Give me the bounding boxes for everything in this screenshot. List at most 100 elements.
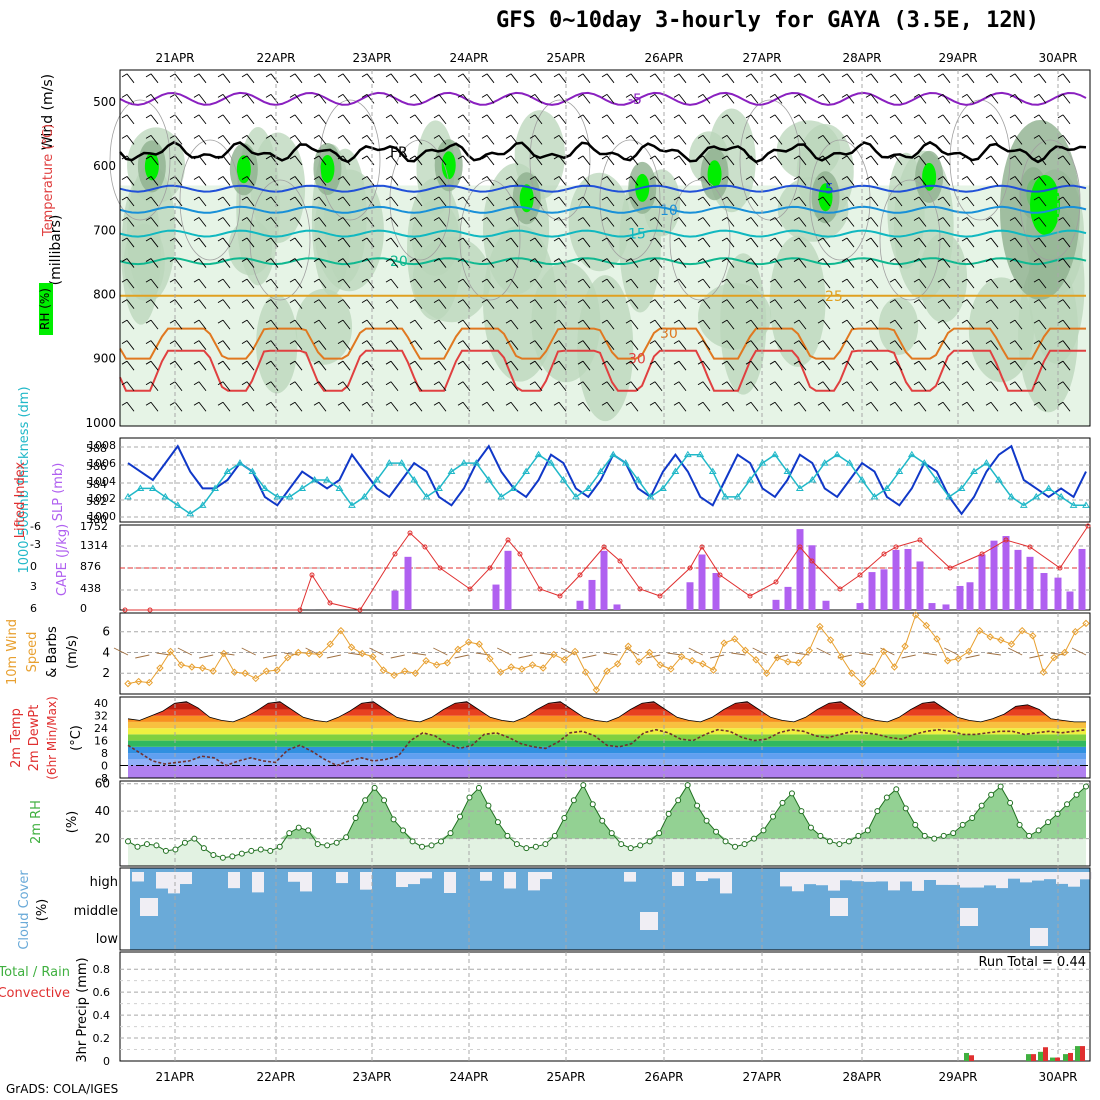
wind-barb bbox=[510, 217, 519, 227]
wind-barb bbox=[798, 94, 807, 104]
wind-barb bbox=[169, 237, 176, 242]
cape-bar bbox=[1014, 549, 1022, 610]
wind-barb bbox=[361, 155, 368, 160]
wind-barb bbox=[246, 401, 255, 412]
rh-marker bbox=[532, 843, 539, 850]
wind-barb bbox=[361, 299, 368, 304]
wind-barb bbox=[894, 155, 903, 166]
wind-barb bbox=[337, 135, 344, 139]
wind-barb bbox=[841, 135, 848, 139]
wind-barb bbox=[289, 73, 296, 78]
wind-barb bbox=[121, 340, 128, 345]
wind-barb bbox=[289, 217, 296, 221]
wind-barb bbox=[462, 319, 471, 330]
wind-barb bbox=[265, 176, 272, 180]
wind-barb bbox=[865, 258, 872, 262]
wind-barb bbox=[937, 381, 944, 386]
li-marker bbox=[357, 607, 363, 613]
wind-barb bbox=[966, 155, 975, 166]
wind-barb bbox=[774, 278, 783, 289]
wind-barb bbox=[198, 401, 207, 412]
wind-barb bbox=[990, 401, 999, 412]
cape-bar bbox=[404, 556, 412, 610]
wind-barb bbox=[1038, 176, 1047, 186]
rh-marker bbox=[352, 815, 359, 822]
wind-barb bbox=[553, 340, 560, 345]
wind-barb bbox=[265, 258, 272, 262]
wind-barb bbox=[859, 652, 874, 656]
wind-barb bbox=[625, 258, 632, 262]
thickness-marker bbox=[708, 467, 717, 475]
wind-panel-frame bbox=[119, 612, 1091, 695]
wind-marker bbox=[582, 668, 590, 676]
wind-barb bbox=[726, 237, 735, 248]
thickness-marker bbox=[1007, 492, 1016, 500]
wind-barb bbox=[510, 381, 519, 391]
wind-barb bbox=[433, 647, 448, 656]
wind-barb bbox=[385, 114, 392, 119]
wind-barb bbox=[294, 155, 303, 166]
wind-barb bbox=[870, 176, 879, 186]
temp-band bbox=[128, 721, 1086, 729]
wind-marker bbox=[826, 636, 835, 644]
wind-barb bbox=[289, 340, 296, 345]
wind-barb bbox=[702, 155, 711, 166]
wind-barb bbox=[865, 114, 872, 119]
wind-barb bbox=[918, 401, 927, 412]
wind-marker bbox=[720, 639, 728, 647]
rh-marker bbox=[760, 827, 767, 834]
wind-barb bbox=[150, 196, 159, 207]
wind-barb bbox=[126, 360, 135, 371]
wind-barb bbox=[673, 73, 680, 78]
wind-barb bbox=[414, 278, 423, 289]
wind-barb bbox=[846, 155, 855, 166]
wind-marker bbox=[134, 677, 143, 686]
wind-barb bbox=[961, 114, 968, 119]
wind-barb bbox=[678, 340, 687, 350]
wind-barb bbox=[769, 135, 776, 139]
wind-barb bbox=[222, 381, 231, 391]
temp-tick-label: 16 bbox=[94, 735, 108, 748]
wind-barb bbox=[1014, 94, 1023, 104]
wind-barb bbox=[1038, 360, 1047, 371]
wind-barb bbox=[841, 155, 848, 160]
cape-bar bbox=[796, 529, 804, 610]
rh-marker bbox=[855, 832, 862, 839]
wind-barb bbox=[913, 319, 920, 324]
wind-barb bbox=[518, 654, 533, 659]
rh-contour bbox=[179, 139, 241, 261]
rh-marker bbox=[1045, 819, 1052, 826]
wind-barb bbox=[990, 114, 999, 125]
li-tick-label: 6 bbox=[30, 602, 37, 615]
wind-barb bbox=[918, 135, 927, 145]
cape-bar bbox=[916, 561, 924, 610]
wind-barb bbox=[174, 340, 183, 350]
rh-marker bbox=[694, 802, 701, 809]
wind-barb bbox=[150, 114, 159, 125]
wind-barb bbox=[697, 135, 704, 139]
thickness-marker bbox=[260, 484, 269, 491]
wind-barb bbox=[1062, 176, 1071, 186]
wind-barb bbox=[217, 176, 224, 180]
wind-barb bbox=[841, 73, 848, 78]
wind-barb bbox=[222, 94, 231, 104]
thickness-marker bbox=[509, 484, 518, 491]
wind-barb bbox=[342, 176, 351, 186]
wind-barb bbox=[145, 217, 152, 221]
wind-barb bbox=[702, 401, 711, 412]
rh-marker bbox=[153, 842, 160, 849]
wind-barb bbox=[318, 381, 327, 391]
wind-barb bbox=[241, 176, 248, 180]
thickness-marker bbox=[410, 476, 419, 483]
wind-barb bbox=[529, 340, 536, 345]
wind-barb bbox=[577, 381, 584, 386]
wind-barb bbox=[534, 381, 543, 391]
wind-barb bbox=[726, 258, 735, 268]
wind-barb bbox=[1009, 176, 1016, 180]
cape-bar bbox=[942, 604, 950, 610]
wind-barb bbox=[385, 319, 392, 324]
cloud-gap-high bbox=[180, 872, 192, 885]
wind-barb bbox=[193, 93, 200, 98]
wind-marker bbox=[390, 671, 398, 680]
wind-barb bbox=[697, 258, 704, 262]
